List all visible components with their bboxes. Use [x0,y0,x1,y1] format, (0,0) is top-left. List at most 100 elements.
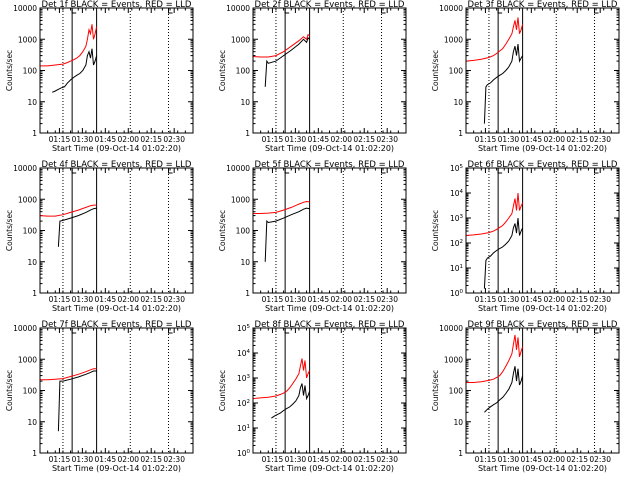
x-tick-label: 02:30 [163,455,185,464]
y-tick-label: 1 [458,129,463,138]
x-axis-label: Start Time (09-Oct-14 01:02:20) [478,464,607,473]
lld-series-line [39,204,97,217]
x-axis-label: Start Time (09-Oct-14 01:02:20) [52,304,181,313]
plot-frame [465,167,620,294]
x-tick-label: 02:15 [353,295,375,304]
x-tick-label: 02:15 [140,295,162,304]
panel-det-6f: Det 6f BLACK = Events, RED = LLD 100 101 10… [431,160,620,313]
x-tick-label: 01:45 [308,295,330,304]
y-tick-label: 100 [449,67,464,76]
events-series-line [483,217,524,289]
plot-frame [39,327,194,454]
panel-det-2f: Det 2f BLACK = Events, RED = LLD 1 10 100 10… [218,0,407,153]
x-tick-label: 02:00 [330,135,352,144]
x-axis-label: Start Time (09-Oct-14 01:02:20) [478,304,607,313]
x-axis-label: Start Time (09-Oct-14 01:02:20) [52,144,181,153]
events-series-line [264,37,310,87]
x-axis-label: Start Time (09-Oct-14 01:02:20) [265,144,394,153]
y-tick-label: 100 [23,227,38,236]
y-tick-label: 104 [450,189,464,198]
x-tick-label: 01:30 [72,135,94,144]
top-bracket-marker [168,328,173,334]
x-tick-label: 02:30 [589,455,611,464]
y-tick-label: 10000 [226,4,250,13]
lld-series-line [465,192,524,236]
x-tick-label: 01:30 [285,135,307,144]
panel-det-3f: Det 3f BLACK = Events, RED = LLD 1 10 100 10… [431,0,620,153]
y-tick-label: 10 [453,418,463,427]
x-tick-label: 02:30 [589,135,611,144]
lld-series-line [252,33,310,58]
panel-det-5f: Det 5f BLACK = Events, RED = LLD 1 10 100 10… [218,160,407,313]
x-tick-label: 02:15 [353,135,375,144]
x-tick-label: 01:30 [498,135,520,144]
x-tick-label: 02:15 [566,455,588,464]
x-tick-label: 02:15 [140,455,162,464]
x-tick-label: 02:30 [589,295,611,304]
x-tick-label: 01:15 [262,295,284,304]
panel-det-8f: Det 8f BLACK = Events, RED = LLD 100 101 10… [218,320,407,473]
panel-det-4f: Det 4f BLACK = Events, RED = LLD 1 10 100 10… [5,160,194,313]
y-axis-label: Counts/sec [431,50,440,91]
y-tick-label: 102 [450,239,463,248]
y-tick-label: 101 [237,424,250,433]
y-tick-label: 1000 [231,195,250,204]
x-tick-label: 01:45 [308,135,330,144]
x-tick-label: 01:45 [95,455,117,464]
y-tick-label: 1000 [18,195,37,204]
y-tick-label: 10000 [13,324,37,333]
x-tick-label: 02:15 [353,455,375,464]
panel-det-9f: Det 9f BLACK = Events, RED = LLD 1 10 100 10… [431,320,620,473]
y-axis-label: Counts/sec [218,370,227,411]
panel-title: Det 5f BLACK = Events, RED = LLD [255,160,405,170]
y-axis-label: Counts/sec [5,50,14,91]
top-bracket-marker [284,328,290,334]
x-tick-label: 02:00 [117,135,139,144]
events-series-line [57,370,97,432]
x-axis-label: Start Time (09-Oct-14 01:02:20) [265,304,394,313]
x-tick-label: 02:00 [117,455,139,464]
x-tick-label: 02:15 [566,135,588,144]
panel-title: Det 9f BLACK = Events, RED = LLD [468,320,618,330]
top-bracket-marker [381,328,386,334]
x-tick-label: 01:15 [49,135,71,144]
x-tick-label: 01:15 [475,295,497,304]
x-tick-label: 01:15 [262,135,284,144]
top-bracket-marker [594,168,599,174]
x-tick-label: 02:30 [376,295,398,304]
top-bracket-marker [497,8,503,14]
y-tick-label: 1000 [444,355,463,364]
y-tick-label: 10000 [226,164,250,173]
x-tick-label: 01:45 [95,295,117,304]
x-tick-label: 02:00 [543,455,565,464]
x-tick-label: 01:45 [95,135,117,144]
x-tick-label: 01:45 [521,135,543,144]
x-tick-label: 01:45 [521,455,543,464]
x-tick-label: 01:15 [475,135,497,144]
plot-frame [252,7,407,134]
y-tick-label: 10 [453,98,463,107]
y-tick-label: 103 [450,214,464,223]
y-tick-label: 100 [237,449,251,458]
y-tick-label: 104 [237,349,251,358]
y-tick-label: 1 [32,289,37,298]
x-tick-label: 02:30 [376,135,398,144]
y-tick-label: 103 [237,374,251,383]
events-series-line [264,207,310,262]
y-axis-label: Counts/sec [218,210,227,251]
panel-title: Det 2f BLACK = Events, RED = LLD [255,0,405,10]
plot-frame [252,167,407,294]
y-tick-label: 100 [236,67,251,76]
y-tick-label: 105 [450,164,464,173]
y-tick-label: 10 [240,98,250,107]
y-tick-label: 10 [27,418,37,427]
y-axis-label: Counts/sec [431,370,440,411]
y-tick-label: 10000 [439,4,463,13]
y-tick-label: 1 [245,129,250,138]
y-tick-label: 1000 [18,355,37,364]
events-series-line [483,44,524,124]
x-tick-label: 01:15 [475,455,497,464]
lld-series-line [40,24,98,67]
y-tick-label: 1000 [231,35,250,44]
x-tick-label: 02:15 [140,135,162,144]
